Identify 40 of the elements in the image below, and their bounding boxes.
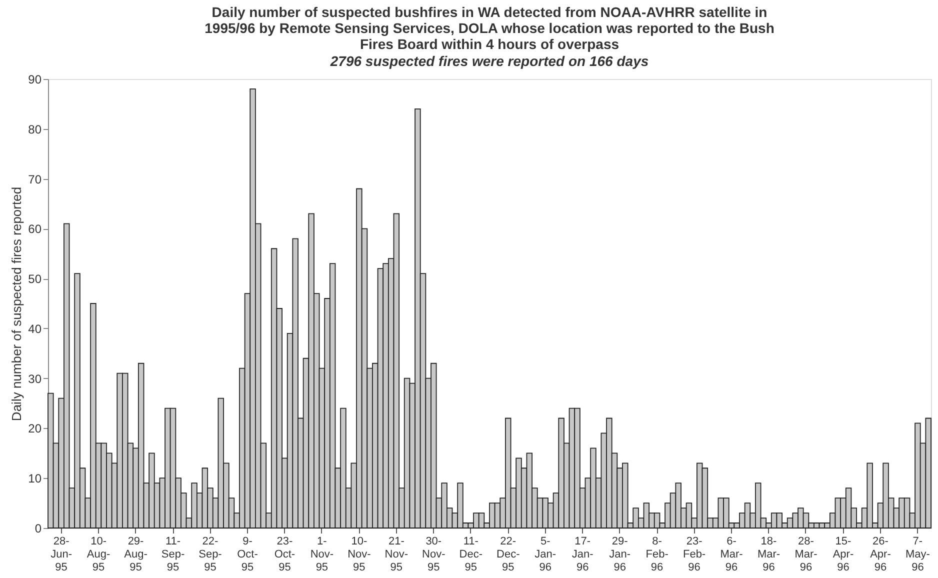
x-tick-label: 18-Mar-96 [757,536,780,574]
x-tick-label: 29-Jan-96 [609,536,631,574]
y-tick-label: 50 [28,272,42,286]
x-tick-label: 26-Apr-96 [870,536,892,574]
y-tick-label: 40 [28,322,42,336]
x-tick-label: 23-Oct-95 [274,536,296,574]
y-tick-label: 20 [28,422,42,436]
bar [48,392,54,528]
y-tick-label: 30 [28,372,42,386]
x-tick-label: 10-Aug-95 [86,536,110,574]
x-tick-label: 8-Feb-96 [646,536,669,574]
y-tick-label: 0 [34,522,42,536]
x-tick-label: 29-Aug-95 [124,536,148,574]
text: 1995/96 by Remote Sensing Services, DOLA whose location was reported to the Bush [204,20,774,36]
x-tick-label: 1-Nov-95 [310,536,334,574]
x-tick-label: 22-Dec-95 [496,536,520,574]
x-tick-label: 22-Sep-95 [198,536,222,574]
y-tick-label: 80 [28,122,42,136]
x-tick-label: 9-Oct-95 [237,536,258,574]
x-tick-label: 15-Apr-96 [832,536,854,574]
y-tick-label: 90 [28,72,42,86]
x-tick-label: 5-Jan-96 [534,536,556,574]
text: Daily number of suspected bushfires in WA detected from NOAA-AVHRR satellite in [212,4,768,20]
x-tick-label: 7-May-96 [905,536,930,574]
y-axis-title: Daily number of suspected fires reported [9,186,24,422]
x-tick-label: 11-Dec-95 [459,536,483,574]
x-tick-label: 10-Nov-95 [348,536,372,574]
x-tick-label: 11-Sep-95 [161,536,185,574]
y-tick-label: 10 [28,472,42,486]
x-tick-label: 21-Nov-95 [384,536,408,574]
text: Fires Board within 4 hours of overpass [360,36,620,52]
x-tick-label: 30-Nov-95 [422,536,446,574]
y-tick-label: 70 [28,172,42,186]
x-tick-label: 6-Mar-96 [720,536,744,574]
y-tick-label: 60 [28,222,42,236]
x-tick-label: 28-Jun-95 [50,536,72,574]
x-tick-label: 17-Jan-96 [572,536,594,574]
x-tick-label: 23-Feb-96 [682,536,706,574]
x-tick-label: 28-Mar-96 [794,536,818,574]
chart-subtitle: 2796 suspected fires were reported on 166 days [329,53,649,69]
